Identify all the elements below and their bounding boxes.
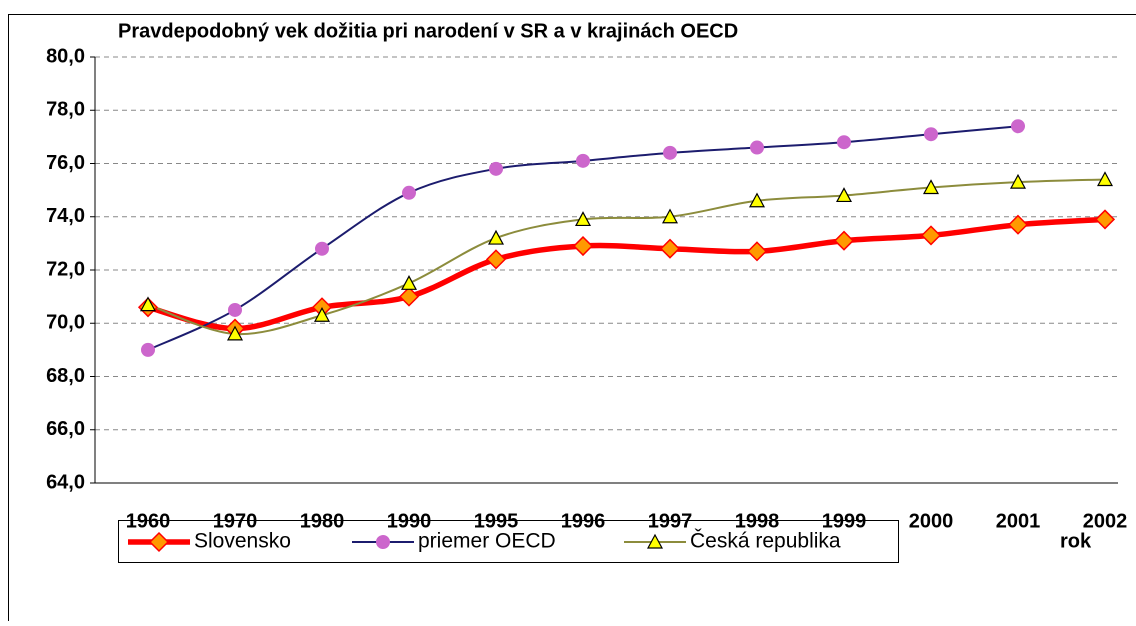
marker xyxy=(835,232,853,250)
marker xyxy=(487,250,505,268)
legend-label: Slovensko xyxy=(194,530,291,553)
marker xyxy=(1096,210,1114,228)
legend-label: priemer OECD xyxy=(418,530,556,553)
legend-label: Česká republika xyxy=(690,530,841,553)
legend-marker xyxy=(377,536,390,549)
marker xyxy=(1012,120,1025,133)
marker xyxy=(577,154,590,167)
marker xyxy=(661,240,679,258)
y-tick-label: 70,0 xyxy=(46,312,85,334)
marker xyxy=(925,128,938,141)
y-tick-label: 64,0 xyxy=(46,471,85,493)
y-tick-label: 76,0 xyxy=(46,152,85,174)
marker xyxy=(922,226,940,244)
x-tick-label: 1996 xyxy=(561,510,606,532)
y-tick-label: 80,0 xyxy=(46,45,85,67)
x-tick-label: 1997 xyxy=(648,510,693,532)
marker xyxy=(1009,216,1027,234)
y-tick-label: 72,0 xyxy=(46,258,85,280)
marker xyxy=(403,186,416,199)
marker xyxy=(751,141,764,154)
marker xyxy=(400,288,418,306)
marker xyxy=(664,146,677,159)
marker xyxy=(748,242,766,260)
marker xyxy=(402,276,416,289)
series-line xyxy=(148,219,1105,328)
x-axis-label: rok xyxy=(1060,530,1092,552)
marker xyxy=(838,136,851,149)
marker xyxy=(316,242,329,255)
series-line xyxy=(148,179,1105,334)
x-tick-label: 1980 xyxy=(300,510,345,532)
marker xyxy=(142,343,155,356)
y-tick-label: 78,0 xyxy=(46,99,85,121)
x-tick-label: 2001 xyxy=(996,510,1041,532)
x-tick-label: 2000 xyxy=(909,510,954,532)
marker xyxy=(229,303,242,316)
x-tick-label: 2002 xyxy=(1083,510,1128,532)
y-tick-label: 74,0 xyxy=(46,205,85,227)
x-tick-label: 1960 xyxy=(126,510,171,532)
marker xyxy=(489,231,503,244)
marker xyxy=(490,162,503,175)
chart-title: Pravdepodobný vek dožitia pri narodení v… xyxy=(118,20,738,42)
y-tick-label: 68,0 xyxy=(46,365,85,387)
marker xyxy=(574,237,592,255)
y-tick-label: 66,0 xyxy=(46,418,85,440)
